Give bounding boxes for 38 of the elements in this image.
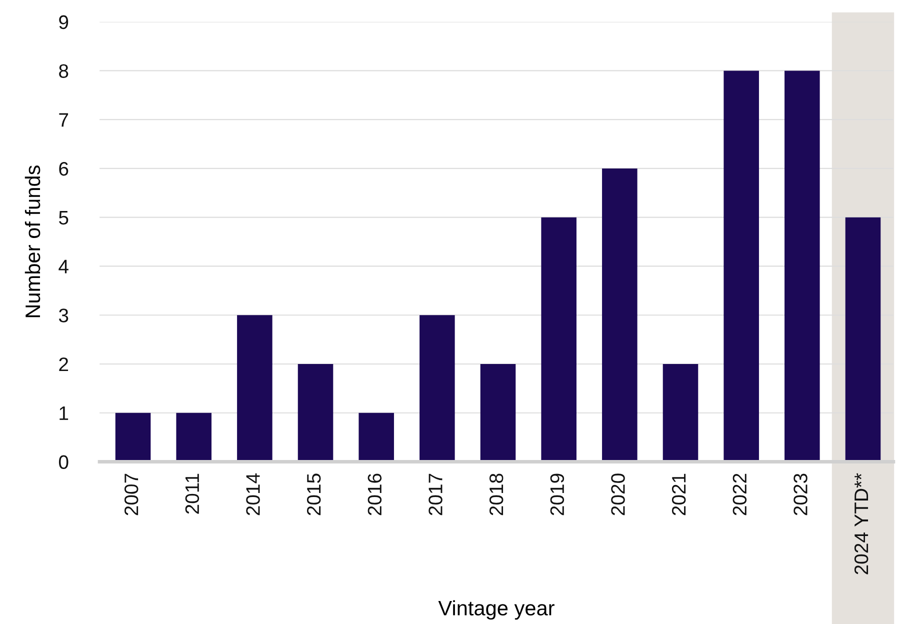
y-tick-label: 7	[59, 113, 68, 127]
bar	[845, 217, 881, 462]
x-tick-label: 2011	[185, 474, 200, 514]
bar	[784, 70, 820, 462]
y-tick-label: 2	[59, 357, 68, 372]
x-tick-label: 2007	[124, 474, 138, 516]
bar	[602, 168, 638, 462]
bar	[724, 70, 759, 462]
x-tick-label: 2014	[246, 473, 260, 516]
bar	[237, 315, 272, 462]
x-tick-label: 2019	[550, 474, 564, 516]
bar	[662, 364, 698, 462]
x-tick-label: 2021	[672, 474, 686, 516]
bar	[480, 364, 516, 462]
y-tick-label: 5	[58, 211, 68, 225]
y-tick-label: 3	[58, 308, 68, 322]
x-tick-label: 2022	[732, 474, 747, 516]
bar	[176, 412, 212, 462]
x-tick-label: 2020	[611, 474, 625, 516]
bar	[358, 412, 394, 462]
bar	[298, 364, 334, 462]
y-tick-label: 1	[60, 406, 68, 420]
y-tick-label: 0	[58, 455, 68, 469]
y-tick-label: 4	[58, 260, 68, 274]
x-tick-label: 2018	[489, 474, 504, 516]
bar	[420, 315, 455, 462]
x-tick-label: 2016	[368, 474, 382, 516]
y-tick-label: 6	[59, 162, 68, 176]
y-axis-title: Number of funds	[24, 166, 40, 318]
x-axis-title: Vintage year	[438, 600, 554, 620]
y-tick-label: 9	[59, 15, 68, 30]
x-tick-label: 2024 YTD**	[854, 473, 868, 574]
x-tick-label: 2015	[306, 474, 321, 516]
x-tick-label: 2023	[794, 474, 808, 516]
bar	[115, 412, 151, 462]
y-tick-label: 8	[59, 64, 68, 78]
x-tick-label: 2017	[428, 474, 442, 516]
bar	[541, 217, 576, 462]
